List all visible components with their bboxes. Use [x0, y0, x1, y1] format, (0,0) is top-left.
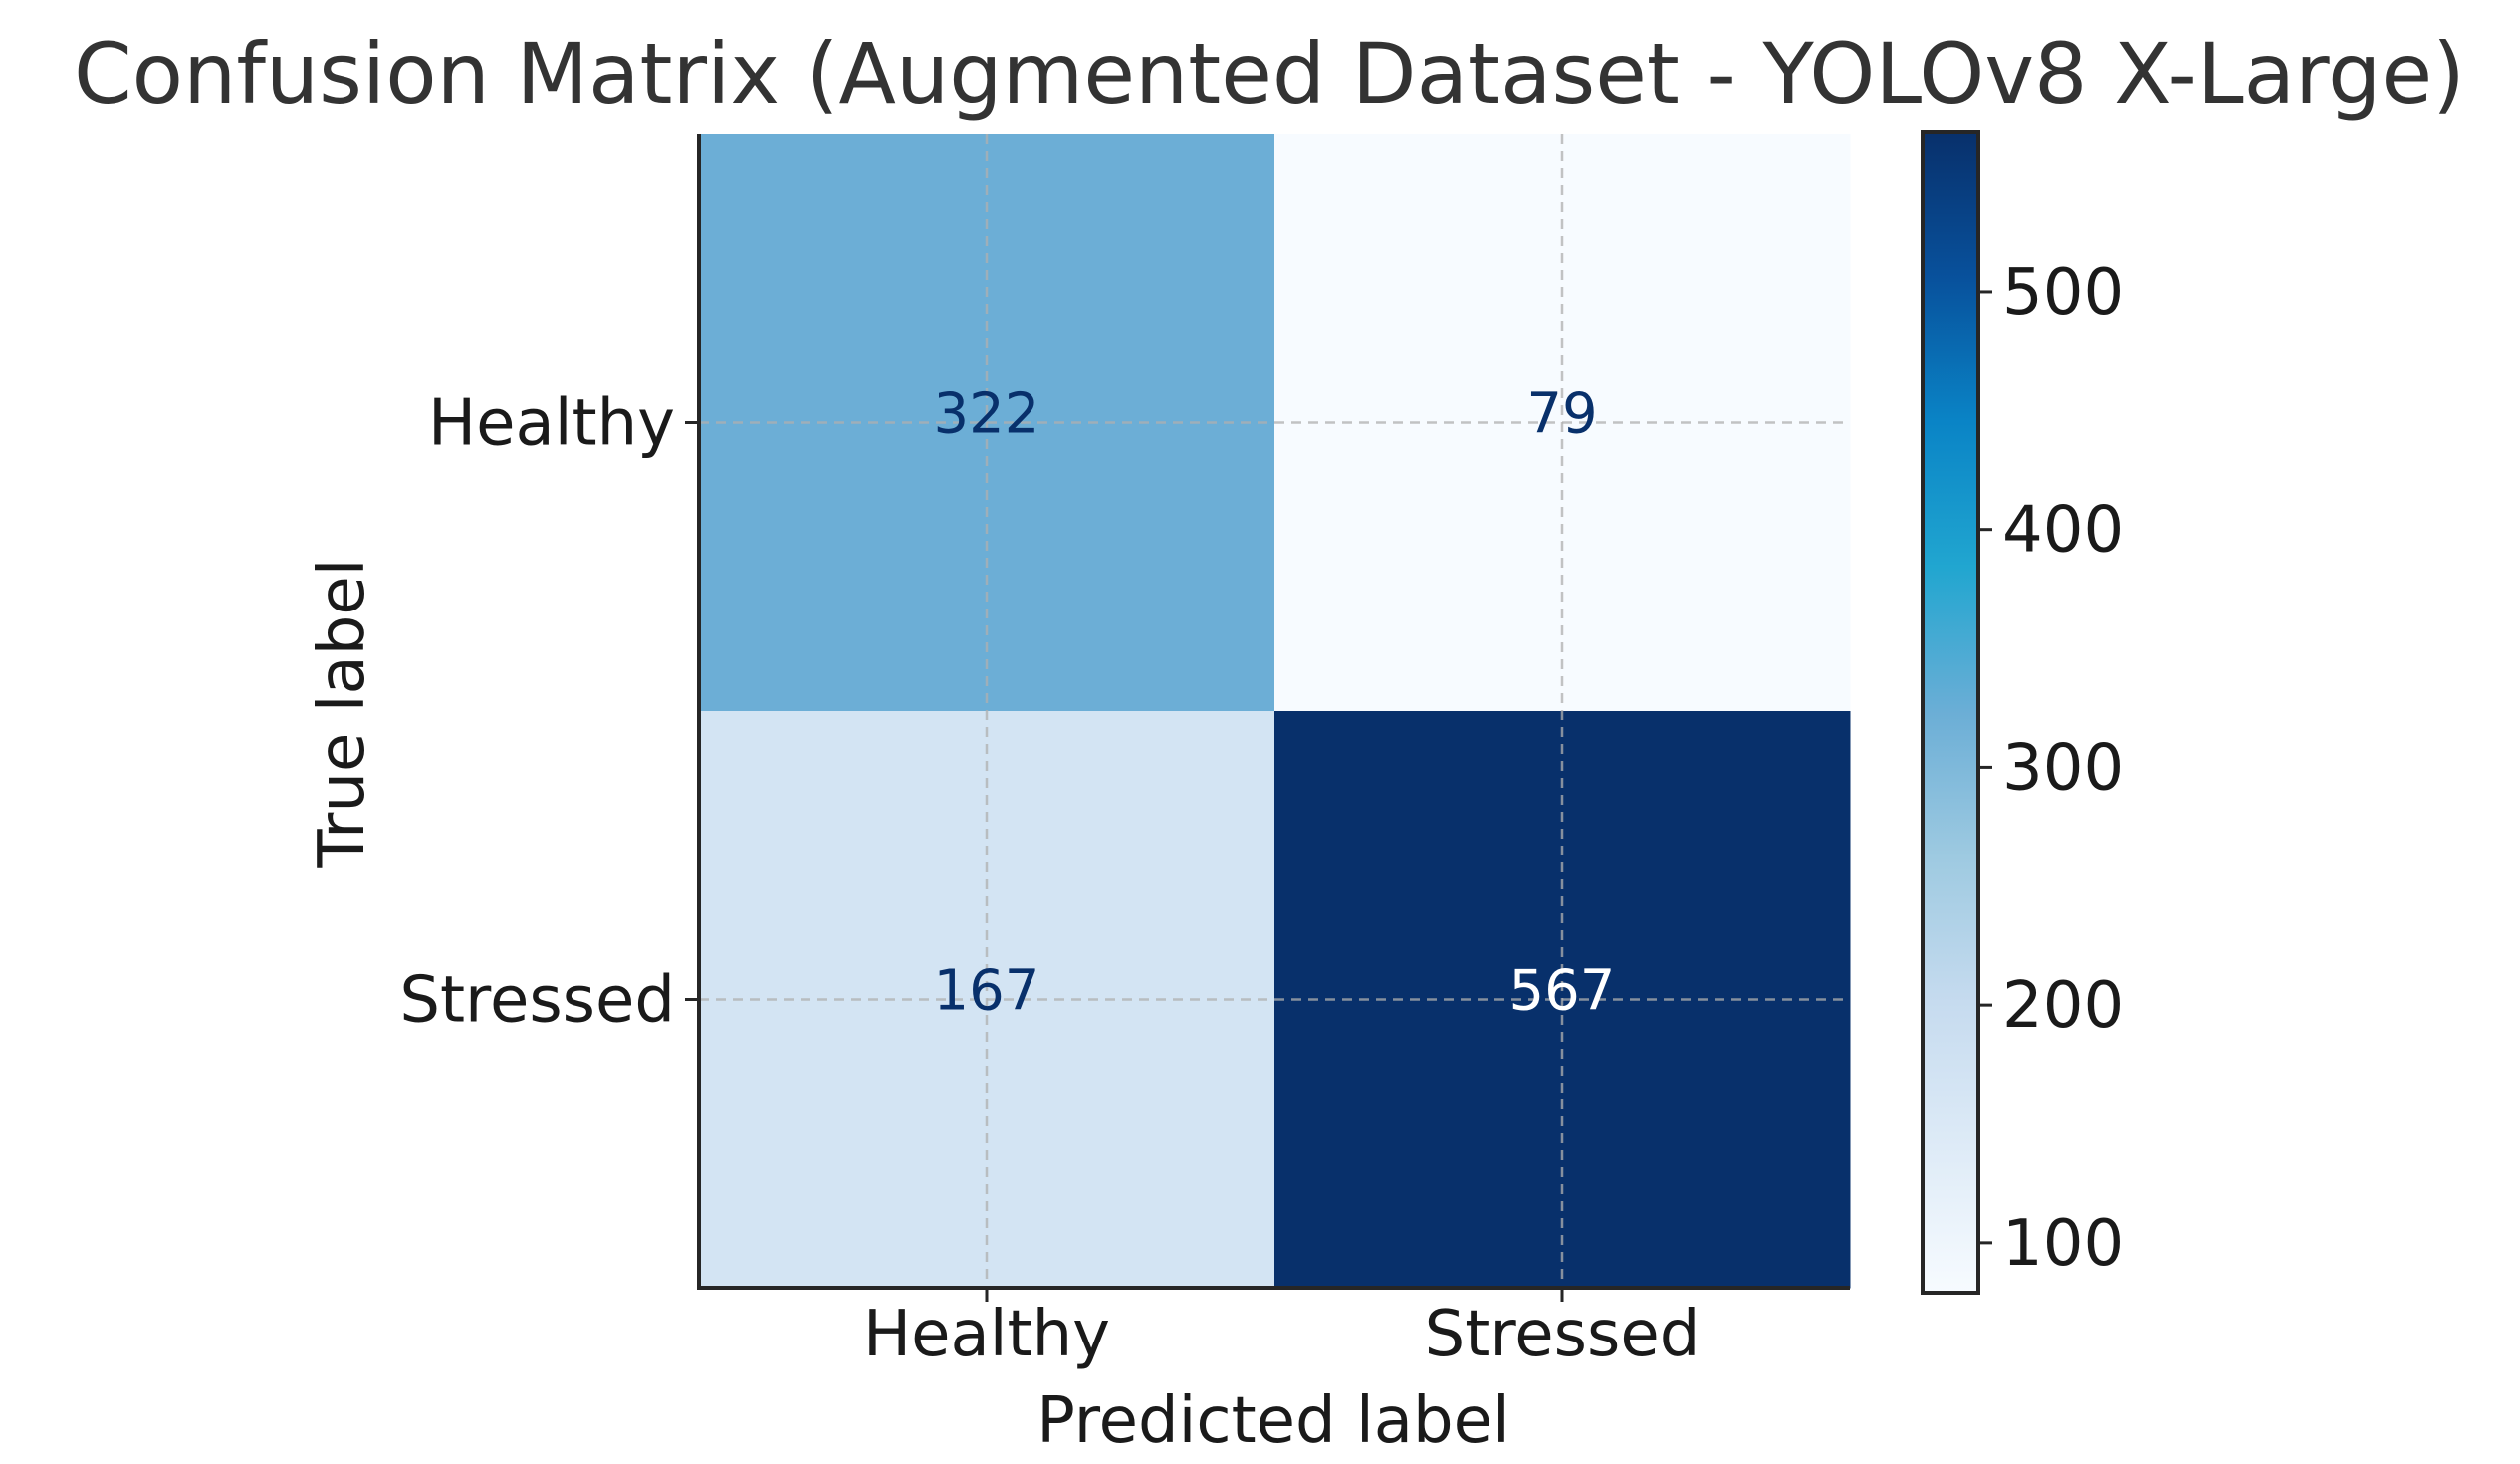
y-axis-label: True label [306, 558, 379, 868]
cell-value-label: 322 [934, 382, 1040, 447]
cell-value-label: 167 [934, 959, 1040, 1024]
colorbar-gradient [1921, 130, 1980, 1295]
y-tick-label: Stressed [399, 964, 675, 1038]
cell-value-label: 567 [1509, 959, 1616, 1024]
colorbar-tick-label: 400 [2002, 494, 2124, 568]
cell-value-labels: 322 79 167 567 [934, 382, 1616, 1024]
y-tick-label: Healthy [428, 387, 675, 461]
colorbar-tick-label: 100 [2002, 1207, 2124, 1281]
colorbar-tick-labels: 100 200 300 400 500 [1978, 256, 2124, 1281]
colorbar-tick-label: 300 [2002, 731, 2124, 805]
cell-value-label: 79 [1526, 382, 1597, 447]
colorbar-tick-label: 500 [2002, 256, 2124, 330]
x-tick-labels: Healthy Stressed [863, 1288, 1700, 1371]
chart-title: Confusion Matrix (Augmented Dataset - YO… [74, 25, 2465, 122]
heatmap-cells [699, 134, 1851, 1289]
x-tick-label: Healthy [863, 1298, 1110, 1371]
gridlines [699, 134, 1850, 1288]
plot-axes [697, 134, 1850, 1290]
colorbar-tick-label: 200 [2002, 969, 2124, 1043]
x-tick-label: Stressed [1425, 1298, 1701, 1371]
colorbar [1921, 130, 1980, 1295]
x-axis-label: Predicted label [1036, 1384, 1510, 1458]
y-tick-labels: Healthy Stressed [399, 387, 699, 1038]
